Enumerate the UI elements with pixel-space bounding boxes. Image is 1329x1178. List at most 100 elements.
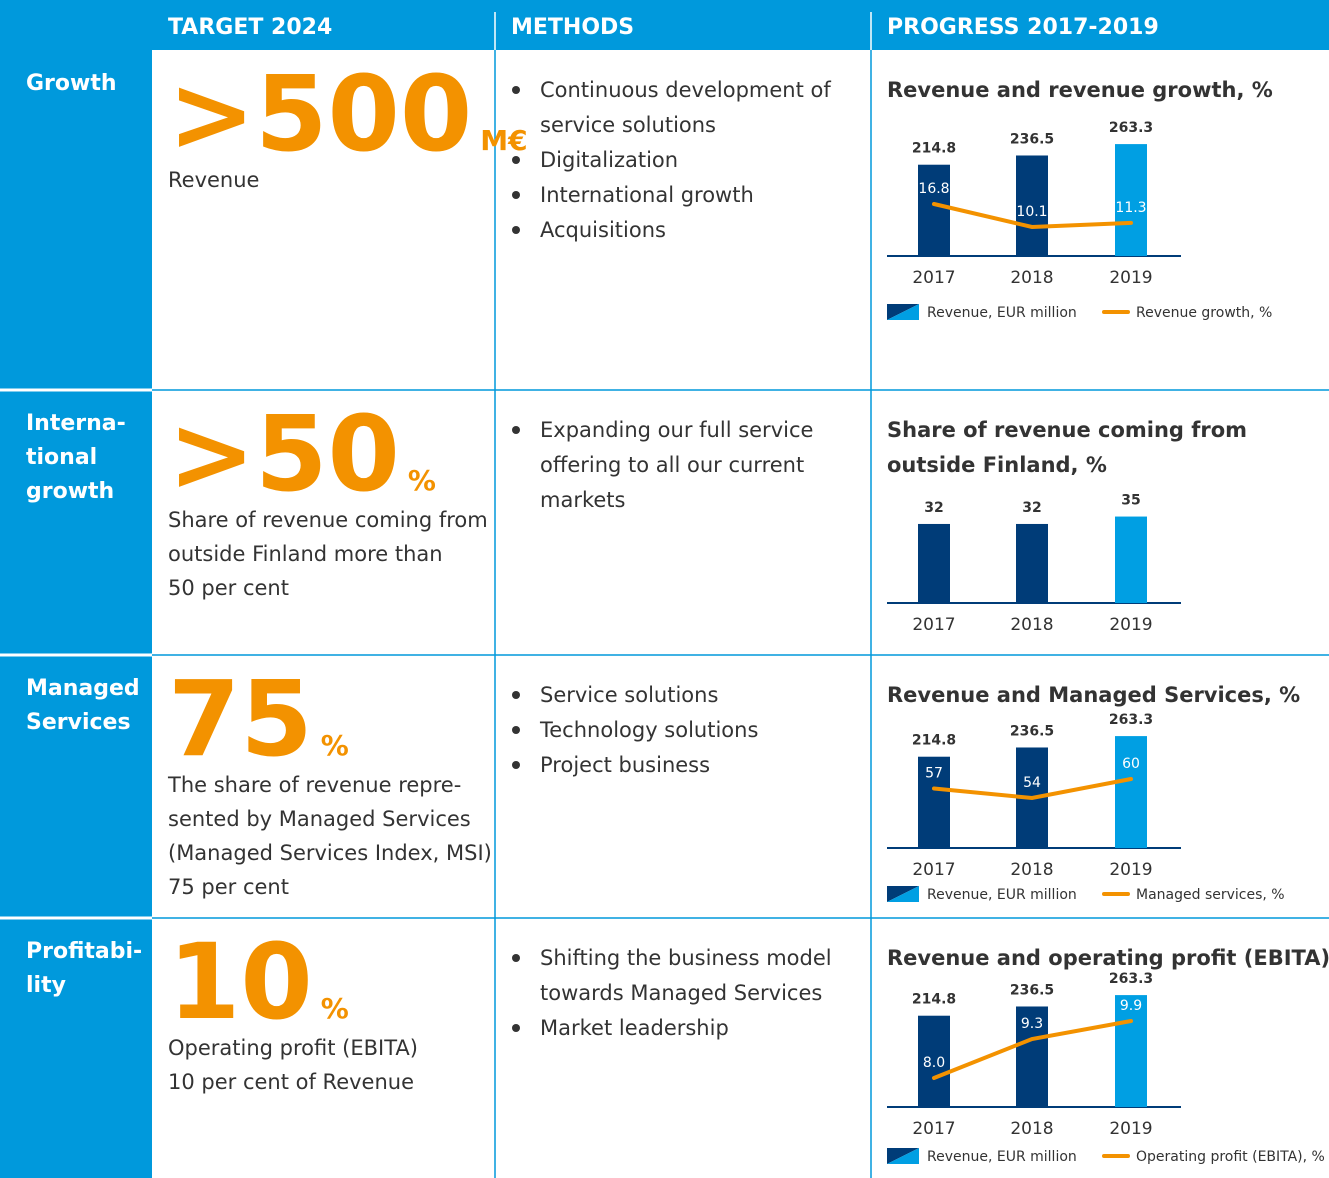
x-tick-label: 2018 bbox=[1010, 268, 1053, 288]
row-label: tional bbox=[26, 445, 97, 470]
line-value-label: 10.1 bbox=[1016, 204, 1047, 220]
legend-label: Revenue growth, % bbox=[1136, 305, 1272, 321]
line-value-label: 16.8 bbox=[918, 181, 949, 197]
bar bbox=[1115, 516, 1147, 603]
bar bbox=[918, 756, 950, 848]
legend-swatch bbox=[887, 1148, 919, 1164]
x-tick-label: 2018 bbox=[1010, 615, 1053, 635]
bar-value-label: 263.3 bbox=[1109, 971, 1153, 987]
x-tick-label: 2019 bbox=[1109, 268, 1152, 288]
legend-swatch bbox=[887, 886, 919, 902]
header-title: TARGET 2024 bbox=[168, 15, 332, 40]
header-title: PROGRESS 2017-2019 bbox=[887, 15, 1159, 40]
chart-title: Share of revenue coming from bbox=[887, 418, 1247, 442]
header-bar bbox=[0, 0, 1329, 50]
bullet bbox=[512, 761, 520, 769]
method-text: markets bbox=[540, 488, 625, 512]
bullet bbox=[512, 226, 520, 234]
method-text: towards Managed Services bbox=[540, 981, 822, 1005]
bar bbox=[918, 164, 950, 256]
row-label: Managed bbox=[26, 676, 140, 701]
bar-value-label: 214.8 bbox=[912, 992, 956, 1008]
method-text: Shifting the business model bbox=[540, 946, 832, 970]
bar-value-label: 236.5 bbox=[1010, 982, 1054, 998]
chart-title: Revenue and Managed Services, % bbox=[887, 683, 1300, 707]
method-text: Expanding our full service bbox=[540, 418, 813, 442]
target-description: outside Finland more than bbox=[168, 542, 443, 566]
line-value-label: 8.0 bbox=[923, 1055, 945, 1071]
bar-value-label: 263.3 bbox=[1109, 120, 1153, 136]
target-description: 75 per cent bbox=[168, 875, 289, 899]
x-tick-label: 2019 bbox=[1109, 615, 1152, 635]
bar-value-label: 263.3 bbox=[1109, 712, 1153, 728]
row-label: growth bbox=[26, 479, 114, 504]
header-title: METHODS bbox=[511, 15, 634, 40]
bar-value-label: 214.8 bbox=[912, 733, 956, 749]
bar bbox=[918, 1015, 950, 1107]
legend-label: Operating profit (EBITA), % bbox=[1136, 1149, 1325, 1165]
method-text: Digitalization bbox=[540, 148, 678, 172]
target-description: Operating profit (EBITA) bbox=[168, 1036, 418, 1060]
x-tick-label: 2018 bbox=[1010, 1119, 1053, 1139]
bar bbox=[1115, 144, 1147, 256]
x-tick-label: 2017 bbox=[912, 860, 955, 880]
method-text: service solutions bbox=[540, 113, 716, 137]
target-unit: M€ bbox=[480, 124, 527, 157]
bar-value-label: 32 bbox=[924, 500, 943, 516]
line-value-label: 11.3 bbox=[1115, 200, 1146, 216]
bullet bbox=[512, 426, 520, 434]
bullet bbox=[512, 191, 520, 199]
method-text: International growth bbox=[540, 183, 754, 207]
row-label: Growth bbox=[26, 71, 117, 96]
legend-label: Managed services, % bbox=[1136, 887, 1285, 903]
target-value: >50 bbox=[168, 393, 400, 515]
bar bbox=[918, 523, 950, 603]
target-unit: % bbox=[321, 729, 349, 762]
bar bbox=[1016, 155, 1048, 256]
target-description: 50 per cent bbox=[168, 576, 289, 600]
line-series bbox=[932, 202, 1133, 230]
target-value: >500 bbox=[168, 53, 472, 175]
method-text: Continuous development of bbox=[540, 78, 831, 102]
chart-title: Revenue and revenue growth, % bbox=[887, 78, 1273, 102]
bar-value-label: 236.5 bbox=[1010, 723, 1054, 739]
x-tick-label: 2017 bbox=[912, 615, 955, 635]
legend-label: Revenue, EUR million bbox=[927, 305, 1077, 321]
bar bbox=[1115, 995, 1147, 1107]
target-figure: 75% bbox=[168, 658, 349, 780]
bar-value-label: 214.8 bbox=[912, 141, 956, 157]
row-label: Interna- bbox=[26, 411, 126, 436]
target-figure: 10% bbox=[168, 921, 349, 1043]
row-label: Profitabi- bbox=[26, 939, 142, 964]
legend-swatch bbox=[887, 304, 919, 320]
x-tick-label: 2018 bbox=[1010, 860, 1053, 880]
method-text: Service solutions bbox=[540, 683, 718, 707]
method-text: Acquisitions bbox=[540, 218, 666, 242]
target-description: Share of revenue coming from bbox=[168, 508, 488, 532]
x-tick-label: 2017 bbox=[912, 268, 955, 288]
row-label: lity bbox=[26, 973, 66, 998]
line-value-label: 9.9 bbox=[1120, 998, 1142, 1014]
bar bbox=[1016, 1006, 1048, 1107]
bullet bbox=[512, 726, 520, 734]
target-unit: % bbox=[321, 992, 349, 1025]
line-value-label: 60 bbox=[1122, 756, 1140, 772]
method-text: Project business bbox=[540, 753, 710, 777]
bullet bbox=[512, 691, 520, 699]
line-series bbox=[932, 777, 1133, 801]
bullet bbox=[512, 86, 520, 94]
legend-label: Revenue, EUR million bbox=[927, 1149, 1077, 1165]
chart-title: Revenue and operating profit (EBITA), % bbox=[887, 946, 1329, 970]
x-tick-label: 2017 bbox=[912, 1119, 955, 1139]
bar bbox=[1016, 523, 1048, 603]
chart-title: outside Finland, % bbox=[887, 453, 1107, 477]
bullet bbox=[512, 954, 520, 962]
target-figure: >500 M€ bbox=[168, 53, 528, 175]
bar-value-label: 32 bbox=[1022, 500, 1041, 516]
target-description: sented by Managed Services bbox=[168, 807, 471, 831]
bar-value-label: 35 bbox=[1121, 493, 1140, 509]
bar-value-label: 236.5 bbox=[1010, 131, 1054, 147]
line-series bbox=[932, 1019, 1133, 1080]
bullet bbox=[512, 156, 520, 164]
